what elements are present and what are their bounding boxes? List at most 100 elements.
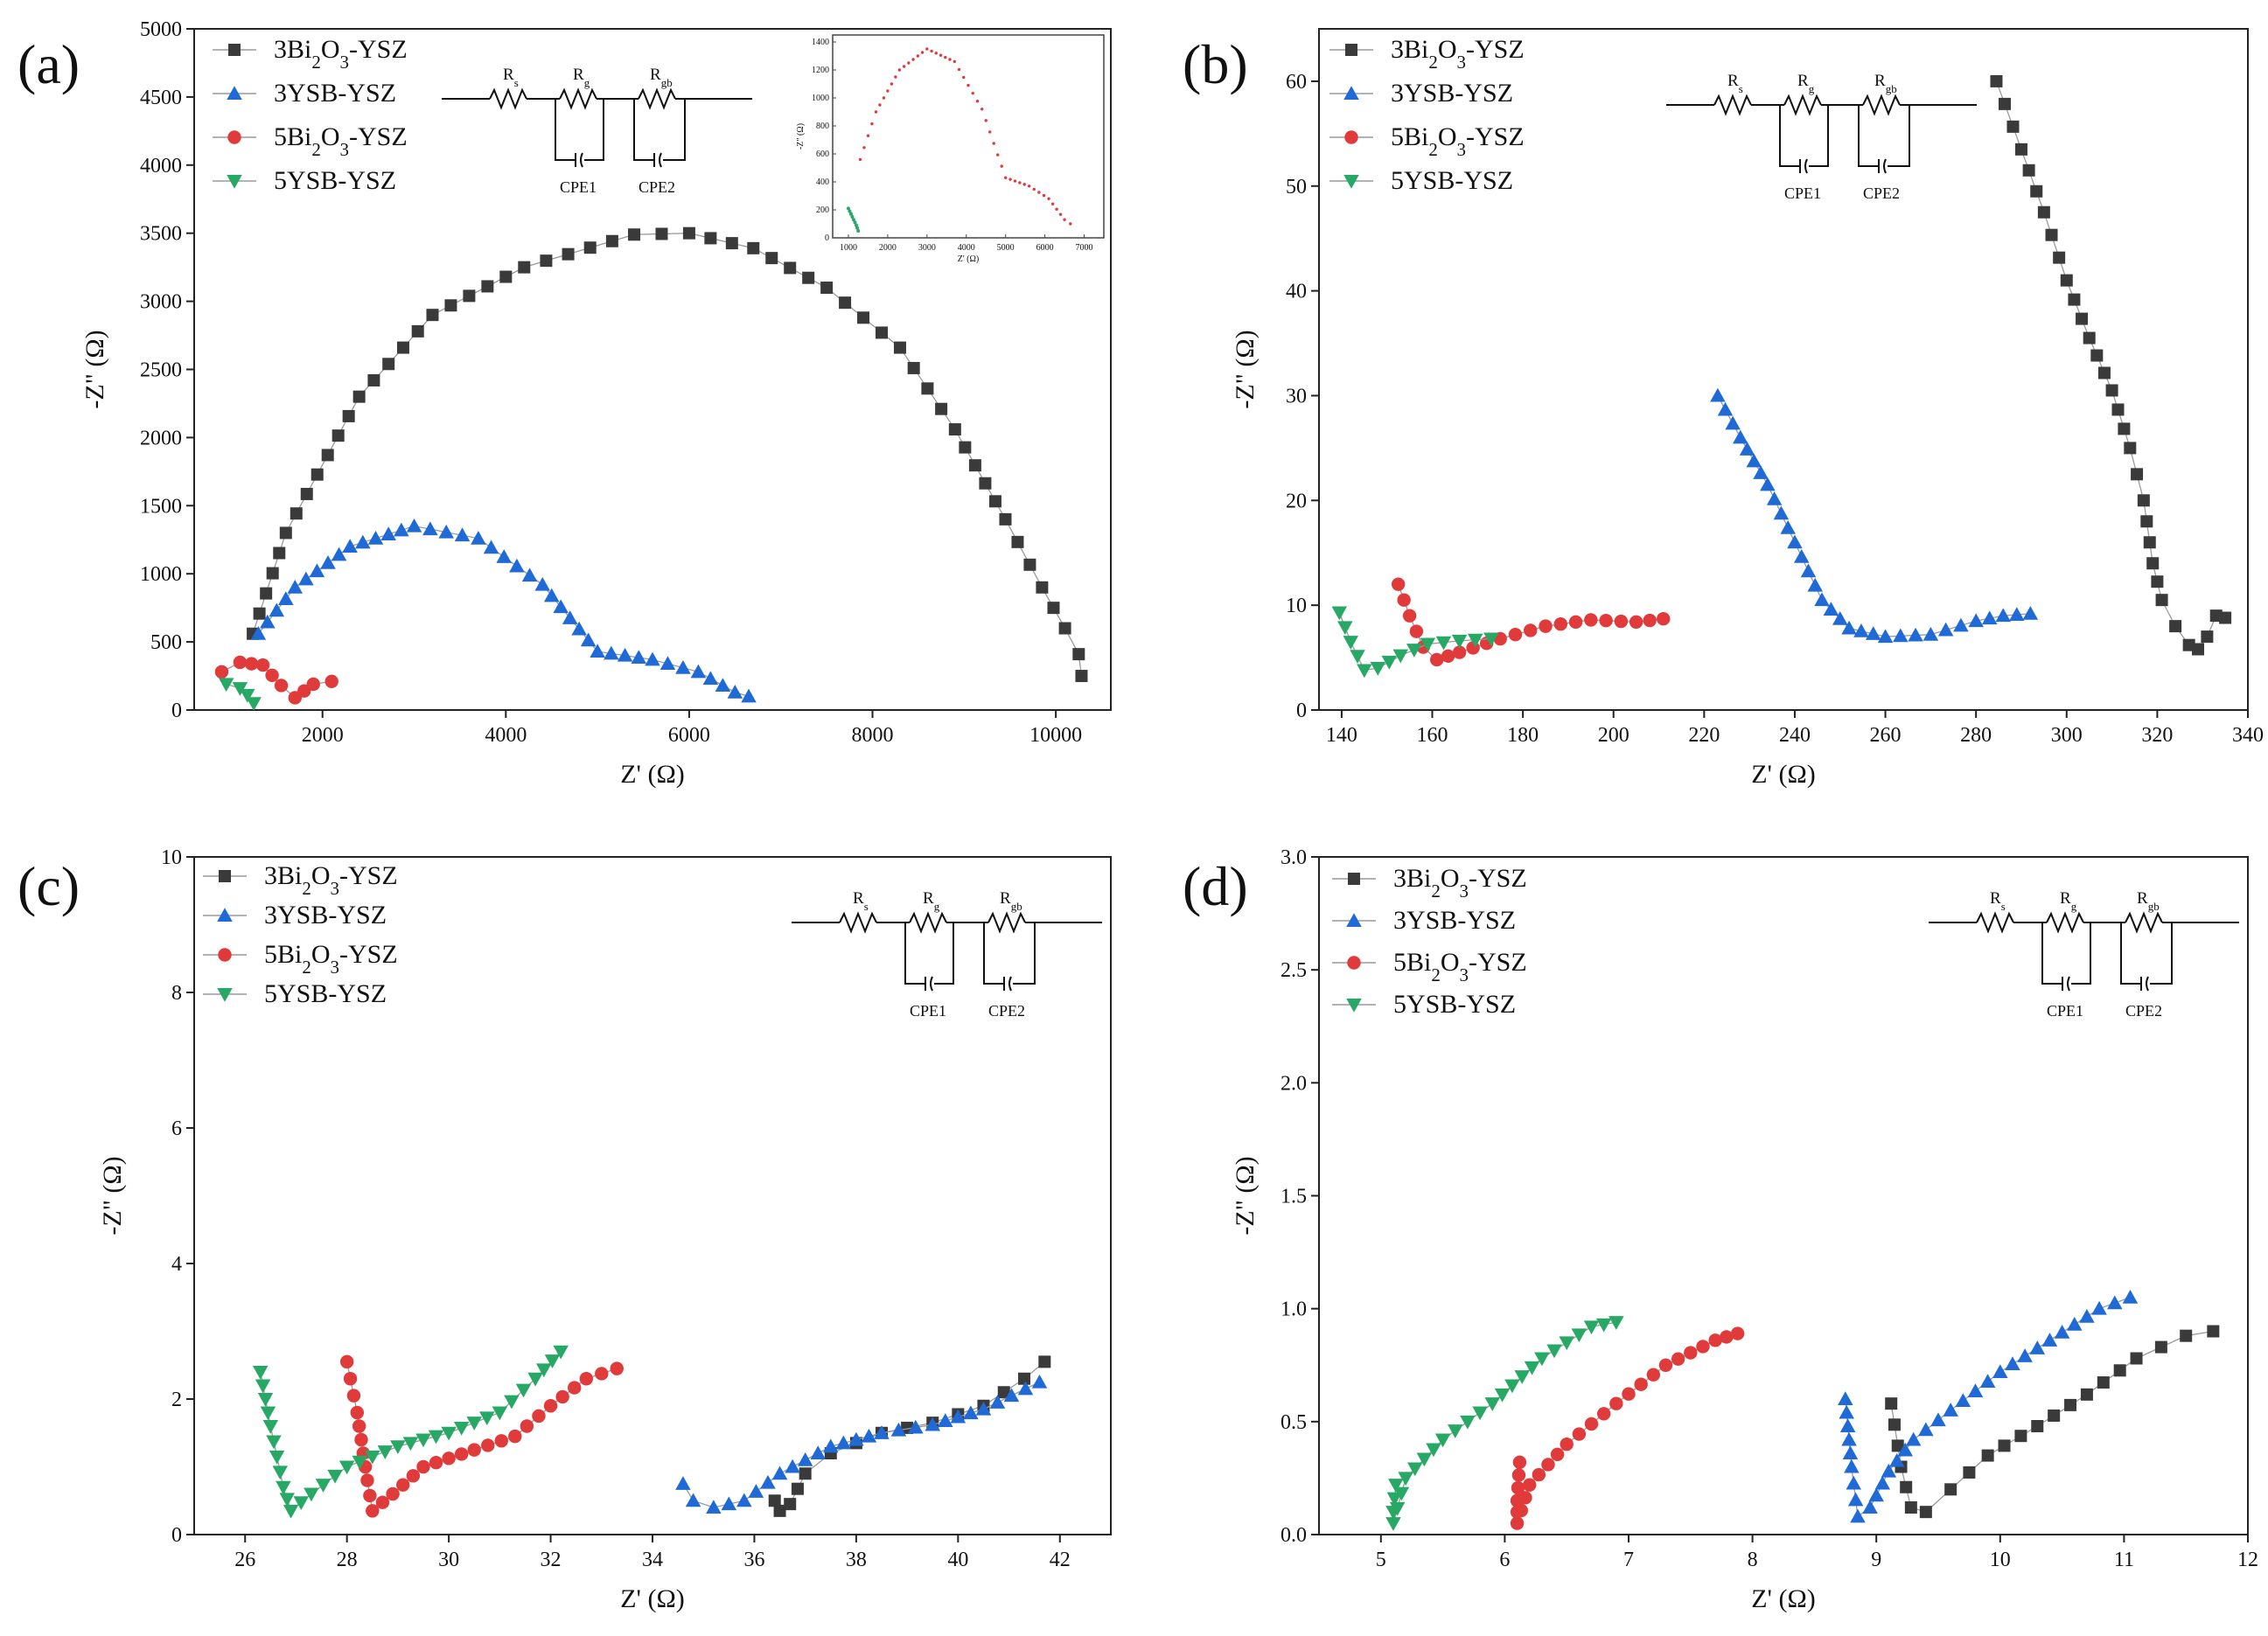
data-point bbox=[747, 241, 760, 254]
y-tick-label: 0 bbox=[171, 700, 182, 722]
inset-y-tick-label: 800 bbox=[816, 122, 829, 131]
data-point bbox=[685, 1493, 701, 1507]
data-point bbox=[1023, 558, 1036, 571]
data-point bbox=[494, 1434, 508, 1448]
data-point bbox=[2022, 164, 2035, 177]
inset-red-point bbox=[878, 103, 882, 107]
data-point bbox=[366, 1504, 380, 1518]
data-point bbox=[1031, 1374, 1048, 1389]
inset-red-point bbox=[907, 61, 911, 65]
data-point bbox=[1893, 628, 1909, 643]
cpe2-branch bbox=[2120, 922, 2173, 985]
x-tick-label: 4000 bbox=[485, 724, 527, 747]
data-point bbox=[262, 1420, 279, 1434]
data-point bbox=[1671, 1352, 1685, 1366]
data-point bbox=[260, 614, 276, 629]
data-point bbox=[509, 558, 525, 573]
data-point bbox=[590, 644, 605, 658]
data-point bbox=[540, 254, 553, 268]
data-point bbox=[1441, 649, 1455, 663]
data-point bbox=[429, 1455, 443, 1470]
data-point bbox=[704, 232, 717, 245]
data-point bbox=[481, 1438, 495, 1452]
data-point bbox=[1981, 1449, 1994, 1462]
inset-x-tick-label: 6000 bbox=[1036, 243, 1054, 253]
plot-frame bbox=[1318, 28, 2249, 711]
data-point bbox=[411, 324, 424, 338]
inset-y-tick-label: 600 bbox=[816, 150, 829, 159]
data-point bbox=[1979, 1374, 1996, 1388]
inset-red-point bbox=[916, 54, 920, 58]
inset-x-tick-label: 4000 bbox=[958, 243, 975, 253]
data-point bbox=[288, 691, 302, 705]
data-point bbox=[1452, 645, 1467, 659]
data-point bbox=[518, 261, 531, 274]
data-point bbox=[1853, 623, 1869, 637]
data-point bbox=[938, 1413, 953, 1427]
data-point bbox=[1842, 1445, 1859, 1459]
data-point bbox=[454, 1447, 469, 1461]
data-point bbox=[802, 271, 815, 284]
data-point bbox=[1832, 610, 1848, 625]
y-tick-label: 30 bbox=[1286, 385, 1307, 407]
data-point bbox=[246, 697, 262, 710]
series-group bbox=[1385, 1290, 2220, 1531]
resistor-rgb bbox=[1862, 94, 1901, 116]
data-point bbox=[553, 1345, 569, 1360]
data-point bbox=[857, 311, 870, 324]
data-point bbox=[1416, 1452, 1433, 1467]
data-point bbox=[1385, 1517, 1401, 1531]
data-point bbox=[406, 1469, 421, 1483]
data-point bbox=[321, 449, 334, 462]
data-point bbox=[1038, 1355, 1051, 1368]
data-point bbox=[1733, 429, 1748, 444]
x-tick-label: 2000 bbox=[302, 724, 344, 747]
data-point bbox=[352, 1455, 367, 1470]
cpe2-symbol bbox=[653, 152, 662, 168]
legend-label: 3YSB-YSZ bbox=[1393, 906, 1516, 935]
data-point bbox=[279, 526, 292, 540]
inset-red-point bbox=[984, 119, 987, 122]
x-tick-label: 160 bbox=[1417, 724, 1448, 747]
data-point bbox=[748, 1484, 764, 1498]
data-point bbox=[706, 1500, 722, 1514]
cpe1-symbol bbox=[925, 976, 933, 992]
legend-label: 5Bi2O3-YSZ bbox=[264, 940, 398, 978]
data-point bbox=[1839, 1418, 1856, 1432]
y-tick-label: 4 bbox=[171, 1253, 182, 1276]
data-point bbox=[390, 1440, 406, 1454]
data-point bbox=[1881, 1463, 1897, 1478]
data-point bbox=[1877, 629, 1894, 644]
data-point bbox=[1409, 624, 1424, 638]
resistor-rg bbox=[559, 87, 597, 110]
data-point bbox=[415, 1433, 431, 1448]
data-point bbox=[1075, 670, 1088, 683]
legend-label: 3Bi2O3-YSZ bbox=[1391, 35, 1525, 73]
data-point bbox=[346, 1389, 361, 1403]
data-point bbox=[820, 282, 834, 295]
data-point bbox=[1546, 1344, 1562, 1359]
y-tick-label: 10 bbox=[1286, 595, 1307, 617]
data-point bbox=[1696, 1340, 1710, 1354]
data-point bbox=[1583, 1320, 1600, 1335]
data-point bbox=[1888, 1418, 1901, 1431]
data-point bbox=[1370, 662, 1386, 676]
data-point bbox=[1609, 1316, 1624, 1330]
data-point bbox=[1847, 1492, 1864, 1507]
data-point bbox=[1514, 1370, 1530, 1384]
data-point bbox=[1331, 606, 1348, 621]
data-point bbox=[278, 591, 294, 606]
data-point bbox=[2017, 1348, 2033, 1362]
data-point bbox=[2009, 607, 2025, 621]
inset-red-point bbox=[934, 52, 939, 55]
y-tick-label: 0 bbox=[171, 1524, 182, 1547]
inset-red-point bbox=[971, 91, 974, 95]
data-point bbox=[339, 1354, 354, 1369]
inset-red-point bbox=[957, 67, 961, 72]
inset-red-point bbox=[920, 51, 925, 54]
circuit-label: Rgb bbox=[1000, 889, 1022, 913]
inset-x-tick-label: 2000 bbox=[879, 243, 897, 253]
data-point bbox=[2091, 1300, 2107, 1315]
x-tick-label: 9 bbox=[1871, 1549, 1881, 1571]
